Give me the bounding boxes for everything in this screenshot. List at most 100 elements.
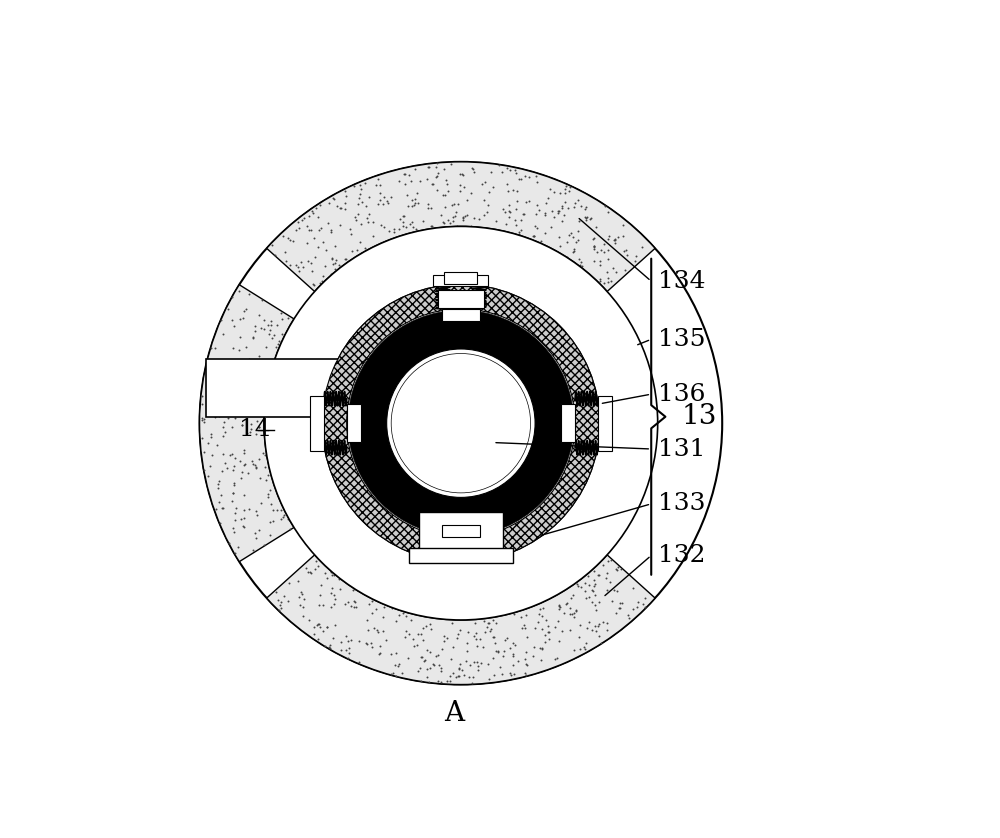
Point [588, 603, 604, 617]
Point [599, 265, 615, 278]
Point [436, 162, 452, 175]
Point [391, 222, 407, 235]
Point [625, 582, 641, 595]
Point [410, 196, 426, 210]
Point [507, 214, 523, 227]
Point [338, 189, 354, 203]
Point [351, 634, 367, 648]
Point [413, 650, 429, 664]
Point [311, 617, 327, 630]
Point [450, 198, 466, 211]
Point [249, 406, 265, 419]
Point [236, 447, 252, 460]
Point [251, 453, 267, 466]
Point [577, 577, 593, 590]
Point [421, 675, 437, 689]
Point [277, 245, 293, 258]
Point [599, 583, 615, 597]
Point [317, 566, 333, 580]
Point [417, 653, 433, 666]
Point [562, 608, 578, 621]
Point [352, 178, 368, 191]
Point [247, 458, 263, 472]
Point [516, 618, 532, 632]
Point [262, 483, 278, 496]
Point [258, 341, 274, 354]
Point [563, 226, 579, 240]
Point [449, 220, 465, 233]
Point [477, 175, 493, 189]
Point [358, 199, 374, 213]
Point [579, 622, 595, 635]
Point [275, 510, 291, 524]
Point [328, 253, 344, 266]
Point [363, 636, 379, 649]
Point [276, 589, 292, 603]
Point [550, 206, 566, 220]
Point [460, 625, 476, 639]
Point [343, 634, 359, 647]
Point [449, 631, 465, 644]
Point [488, 644, 504, 657]
Bar [206, 359, 442, 416]
Point [373, 218, 389, 231]
Point [530, 615, 546, 628]
Point [338, 643, 354, 656]
Point [562, 623, 578, 637]
Point [236, 488, 252, 501]
Point [498, 218, 514, 231]
Point [311, 598, 327, 612]
Point [398, 610, 414, 623]
Point [500, 184, 516, 197]
Point [203, 396, 219, 409]
Point [429, 169, 445, 183]
Point [581, 578, 597, 592]
Point [610, 560, 626, 573]
Point [231, 354, 247, 368]
Point [224, 447, 240, 460]
Point [350, 208, 366, 221]
Point [265, 503, 281, 516]
Point [338, 252, 354, 266]
Point [360, 215, 376, 228]
Point [295, 609, 311, 623]
Point [587, 588, 603, 602]
Point [272, 598, 288, 612]
Point [351, 655, 367, 669]
Point [304, 204, 320, 218]
Point [370, 173, 386, 186]
Point [505, 647, 521, 660]
Point [260, 490, 276, 504]
Point [532, 602, 548, 615]
Point [517, 622, 533, 635]
Point [593, 636, 609, 649]
Point [501, 204, 517, 218]
Point [293, 585, 309, 598]
Point [418, 619, 434, 633]
Point [470, 660, 486, 673]
Point [233, 471, 249, 484]
Point [394, 666, 410, 680]
Point [326, 568, 342, 582]
Point [241, 386, 257, 400]
Point [371, 648, 387, 661]
Point [401, 628, 417, 641]
Point [464, 677, 480, 691]
Point [234, 465, 250, 478]
Point [551, 599, 567, 613]
Point [600, 204, 616, 218]
Point [414, 649, 430, 663]
Point [254, 293, 270, 307]
Point [312, 277, 328, 290]
Text: 134: 134 [658, 270, 705, 292]
Point [395, 220, 411, 233]
Point [364, 607, 380, 620]
Point [491, 158, 507, 172]
Wedge shape [267, 555, 655, 685]
Point [586, 241, 602, 254]
Point [447, 210, 463, 223]
Point [313, 222, 329, 235]
Point [551, 230, 567, 244]
Point [260, 318, 276, 332]
Point [332, 202, 348, 215]
